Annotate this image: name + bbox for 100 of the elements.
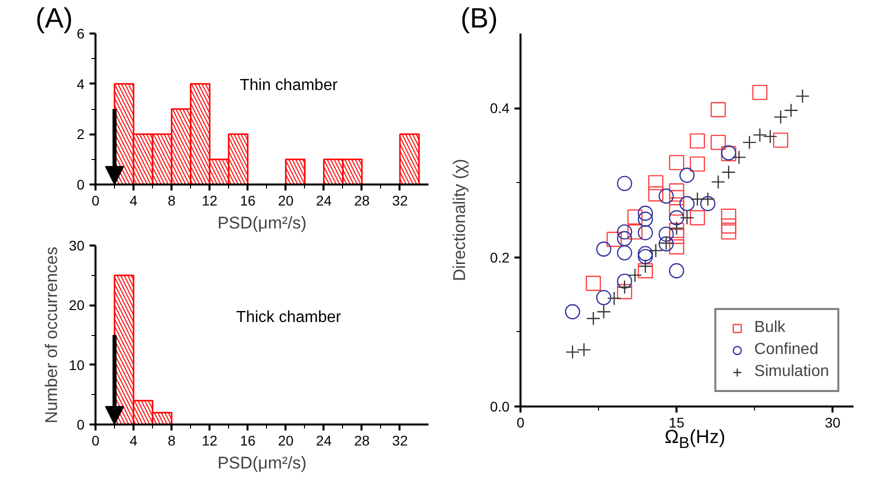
y-tick-label: 0	[76, 176, 85, 192]
y-tick-label: 2	[76, 126, 85, 142]
point	[721, 208, 736, 224]
point	[616, 284, 632, 300]
point	[668, 183, 684, 199]
x-tick-label: 16	[240, 192, 256, 208]
annotation: Thin chamber	[240, 76, 338, 94]
x-tick-label: 28	[354, 432, 370, 448]
point	[658, 226, 674, 242]
point	[565, 344, 580, 360]
point	[679, 196, 695, 212]
point	[700, 196, 716, 212]
x-tick-label: 12	[202, 432, 218, 448]
point	[638, 225, 653, 240]
point	[668, 154, 684, 170]
point	[616, 224, 632, 240]
point	[669, 221, 684, 236]
point	[616, 176, 632, 192]
point	[576, 342, 592, 357]
point	[784, 103, 798, 118]
y-tick-label: 0.4	[490, 100, 510, 116]
point	[627, 224, 643, 240]
point	[795, 89, 810, 104]
point	[617, 280, 632, 294]
point	[658, 188, 674, 204]
point	[596, 242, 612, 257]
x-axis-title: PSD(μm²/s)	[217, 214, 307, 232]
point	[742, 135, 757, 150]
point	[679, 168, 695, 183]
point	[668, 210, 684, 226]
point	[638, 212, 653, 227]
point	[627, 209, 643, 225]
x-tick-label: 0	[516, 414, 525, 430]
x-tick-label: 8	[168, 432, 176, 448]
point	[607, 291, 622, 306]
point	[638, 206, 653, 221]
point	[752, 128, 767, 142]
point	[616, 245, 632, 260]
point	[722, 165, 736, 180]
point	[648, 175, 664, 190]
x-tick-label: 24	[316, 432, 332, 448]
point	[710, 134, 726, 150]
point	[668, 239, 684, 254]
point	[711, 174, 726, 190]
legend-label: Confined	[754, 341, 818, 359]
point	[668, 263, 684, 278]
point	[564, 304, 580, 320]
y-tick-label: 30	[68, 238, 85, 254]
point	[690, 133, 706, 149]
y-axis-title: Directionality (χ)	[450, 158, 470, 282]
legend-label: Simulation	[754, 363, 829, 381]
y-tick-label: 10	[68, 356, 85, 373]
point	[774, 110, 788, 124]
x-tick-label: 30	[824, 414, 841, 430]
x-tick-label: 28	[354, 192, 370, 208]
point	[586, 311, 600, 326]
point	[616, 274, 632, 289]
point	[690, 210, 706, 226]
point	[596, 304, 611, 319]
point	[773, 132, 788, 148]
y-tick-label: 6	[76, 26, 85, 42]
point	[638, 248, 653, 264]
x-tick-label: 24	[316, 192, 332, 208]
point	[690, 156, 706, 172]
point	[638, 263, 653, 278]
point	[710, 102, 726, 118]
point	[668, 190, 684, 206]
point	[586, 276, 601, 292]
y-axis-title: Number of occurrences	[42, 246, 61, 424]
text: (B)	[460, 2, 498, 34]
y-tick-label: 4	[76, 76, 85, 92]
point	[700, 192, 715, 206]
point	[721, 224, 736, 240]
point	[648, 243, 663, 258]
x-tick-label: 4	[130, 192, 138, 208]
text: (A)	[36, 2, 73, 34]
point	[638, 259, 652, 274]
point	[606, 232, 622, 247]
point	[668, 222, 684, 238]
point	[628, 268, 642, 282]
x-tick-label: 0	[92, 432, 100, 448]
x-tick-label: 32	[392, 192, 408, 208]
x-tick-label: 20	[278, 432, 294, 448]
point	[680, 210, 694, 225]
y-tick-label: 0.2	[490, 249, 510, 266]
point	[596, 290, 612, 306]
x-tick-label: 32	[392, 432, 408, 448]
point	[668, 200, 684, 216]
x-axis-title: PSD(μm²/s)	[217, 454, 307, 472]
point	[638, 246, 653, 262]
x-tick-label: 12	[202, 192, 218, 208]
y-tick-label: 20	[68, 297, 85, 314]
x-tick-label: 20	[278, 192, 294, 208]
x-tick-label: 4	[130, 432, 138, 448]
point	[616, 231, 632, 246]
point	[732, 150, 746, 164]
point	[721, 218, 736, 234]
point	[752, 84, 768, 100]
x-tick-label: 8	[168, 192, 176, 208]
x-tick-label: 16	[240, 432, 256, 448]
